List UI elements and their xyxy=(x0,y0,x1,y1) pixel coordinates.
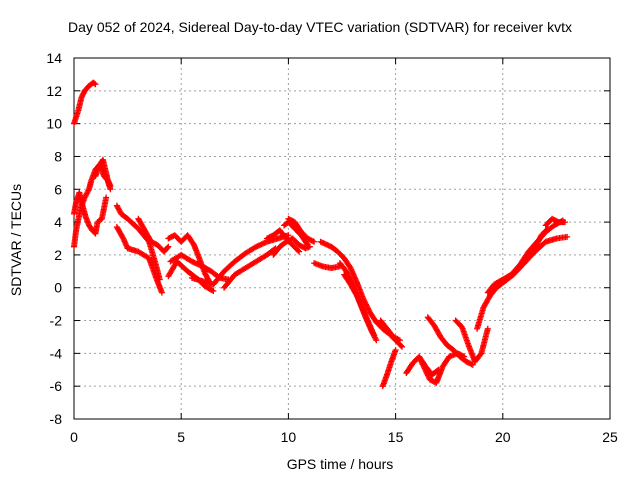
y-axis-label: SDTVAR / TECUs xyxy=(8,183,24,297)
data-point xyxy=(304,242,311,249)
data-point xyxy=(397,342,404,349)
series-arc-3 xyxy=(71,189,110,237)
series-arc-29 xyxy=(499,225,551,285)
series-arc-25 xyxy=(424,314,476,368)
data-point xyxy=(396,337,403,344)
y-tick-label: 10 xyxy=(46,116,62,132)
data-point xyxy=(392,347,399,354)
data-point xyxy=(399,343,406,350)
series-arc-16 xyxy=(281,219,311,249)
y-tick-label: 4 xyxy=(54,214,62,230)
data-point xyxy=(164,244,171,251)
grid-lines xyxy=(74,58,610,419)
series-arc-27 xyxy=(474,233,571,332)
data-point xyxy=(296,248,303,255)
data-point xyxy=(477,351,484,358)
series-arc-12 xyxy=(221,245,279,291)
series-arc-5 xyxy=(113,202,163,283)
series-arc-17 xyxy=(311,260,343,272)
plot-frame xyxy=(73,57,611,420)
data-point xyxy=(165,243,172,250)
data-point xyxy=(311,238,318,245)
data-point xyxy=(158,289,165,296)
series-arc-30 xyxy=(542,215,568,229)
series-arc-22 xyxy=(377,317,403,344)
series-arc-1 xyxy=(71,79,99,127)
data-point xyxy=(484,325,491,332)
data-point xyxy=(561,219,568,226)
series-arc-7 xyxy=(135,215,172,255)
series-arc-14 xyxy=(270,235,313,258)
x-tick-label: 5 xyxy=(177,429,185,445)
data-point xyxy=(107,182,114,189)
data-point xyxy=(373,337,380,344)
y-tick-label: -2 xyxy=(50,313,63,329)
series-arc-6 xyxy=(113,224,165,296)
y-tick-label: 2 xyxy=(54,247,62,263)
data-point xyxy=(92,81,99,88)
series-arc-20 xyxy=(341,271,378,339)
data-point xyxy=(309,238,316,245)
data-point xyxy=(543,226,550,233)
x-tick-label: 10 xyxy=(281,429,297,445)
series-arc-15 xyxy=(285,215,318,245)
series-arc-26 xyxy=(452,317,491,365)
y-tick-label: 0 xyxy=(54,280,62,296)
y-tick-label: 6 xyxy=(54,181,62,197)
series-arc-21 xyxy=(379,347,399,390)
data-marks xyxy=(71,79,571,390)
axis-ticks: 0 5 10 15 20 25 -8 -6 -4 -2 0 2 4 6 8 10 12 14 xyxy=(46,50,618,445)
y-tick-label: 14 xyxy=(46,50,62,66)
data-point xyxy=(371,332,378,339)
series-arc-13 xyxy=(263,227,303,255)
data-point xyxy=(468,361,475,368)
data-point xyxy=(303,240,310,247)
y-tick-label: -4 xyxy=(50,345,63,361)
data-point xyxy=(295,247,302,254)
series-arc-28 xyxy=(484,217,566,296)
data-point xyxy=(209,287,216,294)
data-point xyxy=(395,336,402,343)
series-arc-4 xyxy=(92,161,114,189)
data-point xyxy=(564,233,571,240)
x-tick-label: 20 xyxy=(495,429,511,445)
data-point xyxy=(469,361,476,368)
y-tick-label: 8 xyxy=(54,148,62,164)
x-tick-label: 25 xyxy=(602,429,618,445)
data-point xyxy=(91,80,98,87)
data-point xyxy=(103,194,110,201)
chart-title: Day 052 of 2024, Sidereal Day-to-day VTE… xyxy=(68,19,572,35)
y-tick-label: 12 xyxy=(46,83,62,99)
data-point xyxy=(210,288,217,295)
data-point xyxy=(544,225,551,232)
x-tick-label: 0 xyxy=(70,429,78,445)
y-tick-label: -8 xyxy=(50,411,63,427)
x-tick-label: 15 xyxy=(388,429,404,445)
x-axis-label: GPS time / hours xyxy=(286,456,394,472)
y-tick-label: -6 xyxy=(50,378,63,394)
data-point xyxy=(119,234,126,241)
series-arc-11 xyxy=(188,232,292,288)
